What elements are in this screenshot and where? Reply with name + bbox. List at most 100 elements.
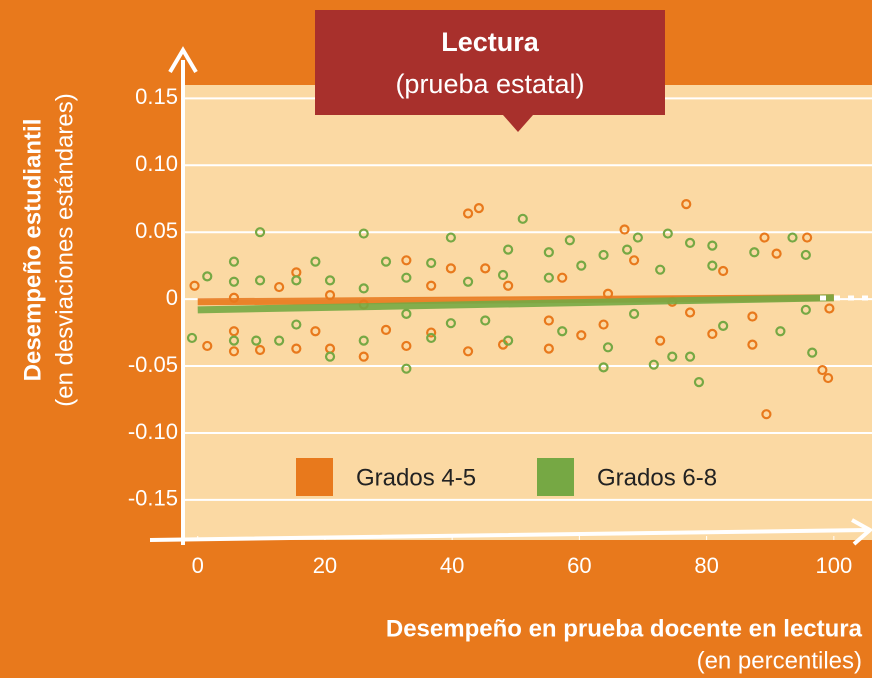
point — [228, 335, 240, 346]
point — [380, 324, 392, 335]
point — [761, 409, 772, 420]
point — [747, 311, 758, 322]
point — [426, 280, 437, 291]
point — [254, 344, 266, 356]
point — [358, 351, 369, 362]
point — [557, 326, 568, 337]
point — [718, 320, 729, 331]
title-box — [315, 10, 665, 115]
point — [576, 330, 587, 341]
point — [480, 315, 491, 326]
point — [681, 199, 692, 210]
point — [291, 343, 302, 354]
x-tick-label: 40 — [440, 553, 464, 578]
y-axis — [168, 46, 198, 545]
point — [274, 281, 285, 293]
point — [628, 308, 640, 319]
point — [445, 263, 456, 274]
y-tick-label: -0.10 — [128, 419, 178, 444]
point — [598, 362, 609, 373]
point — [628, 255, 640, 266]
point — [251, 335, 262, 346]
marks — [186, 199, 835, 420]
point — [473, 203, 484, 214]
chart-title: Lectura — [441, 27, 540, 57]
point — [684, 237, 696, 249]
point — [576, 260, 587, 271]
point — [707, 260, 718, 271]
legend: Grados 4-5 Grados 6-8 — [296, 458, 717, 496]
point — [707, 328, 718, 340]
point — [445, 232, 456, 243]
point — [274, 335, 285, 346]
y-tick-label: 0.15 — [135, 84, 178, 109]
point — [800, 304, 811, 315]
point — [202, 271, 213, 282]
y-axis-note: (en desviaciones estándares) — [51, 93, 78, 407]
point — [358, 283, 369, 294]
point — [662, 228, 673, 239]
point — [401, 272, 412, 283]
point — [202, 340, 213, 352]
point — [462, 276, 474, 287]
x-tick-label: 80 — [694, 553, 718, 578]
point — [655, 264, 666, 275]
point — [775, 326, 786, 337]
legend-label: Grados 4-5 — [356, 464, 476, 491]
x-tick-label: 20 — [313, 553, 337, 578]
point — [462, 346, 474, 357]
point — [310, 326, 321, 337]
point — [426, 332, 437, 344]
point — [648, 359, 659, 370]
point — [621, 244, 633, 255]
point — [426, 257, 437, 269]
point — [707, 240, 718, 251]
y-tick-label: -0.05 — [128, 352, 178, 377]
legend-label: Grados 6-8 — [597, 464, 717, 491]
legend-swatch — [537, 458, 574, 496]
point — [228, 346, 240, 357]
point — [401, 255, 412, 266]
point — [401, 308, 412, 319]
point — [503, 280, 514, 291]
point — [291, 319, 302, 330]
point — [503, 335, 514, 346]
point — [718, 265, 729, 277]
point — [517, 213, 528, 224]
y-tick-label: 0.05 — [135, 218, 178, 243]
point — [503, 244, 514, 255]
point — [759, 232, 770, 243]
point — [802, 232, 813, 243]
point — [543, 315, 554, 326]
point — [749, 247, 760, 258]
point — [543, 343, 554, 354]
point — [189, 280, 200, 291]
x-tick-label: 0 — [192, 553, 204, 578]
point — [557, 272, 568, 283]
point — [358, 335, 369, 346]
point — [324, 351, 336, 362]
point — [228, 292, 240, 303]
point — [186, 332, 198, 344]
x-tick-label: 60 — [567, 553, 591, 578]
point — [380, 256, 392, 267]
point — [693, 376, 705, 388]
legend-swatch — [296, 458, 333, 496]
x-tick-label: 100 — [815, 553, 852, 578]
point — [462, 208, 474, 219]
point — [324, 275, 336, 286]
point — [480, 263, 491, 274]
chart-subtitle: (prueba estatal) — [395, 69, 584, 99]
point — [655, 335, 666, 346]
point — [619, 224, 630, 235]
point — [598, 319, 609, 330]
point — [602, 342, 614, 353]
point — [497, 269, 509, 281]
point — [358, 228, 369, 239]
point — [543, 272, 554, 283]
point — [602, 288, 614, 299]
point — [684, 307, 696, 318]
point — [771, 248, 782, 259]
